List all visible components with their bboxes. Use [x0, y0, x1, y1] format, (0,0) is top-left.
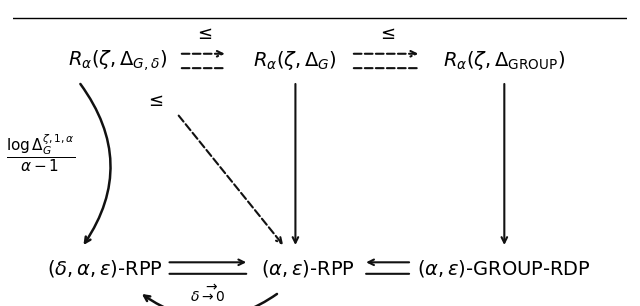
Text: $R_\alpha(\zeta, \Delta_{\mathrm{GROUP}})$: $R_\alpha(\zeta, \Delta_{\mathrm{GROUP}}… [444, 50, 565, 73]
Text: $(\alpha, \varepsilon)$-RPP: $(\alpha, \varepsilon)$-RPP [260, 258, 355, 278]
Text: $\leq$: $\leq$ [194, 24, 212, 43]
Text: $R_\alpha(\zeta, \Delta_{G,\delta})$: $R_\alpha(\zeta, \Delta_{G,\delta})$ [68, 49, 167, 73]
Text: $\overrightarrow{\delta \to 0}$: $\overrightarrow{\delta \to 0}$ [190, 283, 225, 305]
Text: $\leq$: $\leq$ [145, 92, 163, 110]
Text: $(\alpha, \varepsilon)$-GROUP-RDP: $(\alpha, \varepsilon)$-GROUP-RDP [417, 258, 591, 278]
Text: $\leq$: $\leq$ [377, 24, 396, 43]
Text: $(\delta, \alpha, \varepsilon)$-RPP: $(\delta, \alpha, \varepsilon)$-RPP [47, 258, 163, 278]
Text: $R_\alpha(\zeta, \Delta_G)$: $R_\alpha(\zeta, \Delta_G)$ [253, 50, 337, 73]
Text: $\dfrac{\log \Delta_G^{\zeta,1,\alpha}}{\alpha - 1}$: $\dfrac{\log \Delta_G^{\zeta,1,\alpha}}{… [6, 132, 75, 174]
